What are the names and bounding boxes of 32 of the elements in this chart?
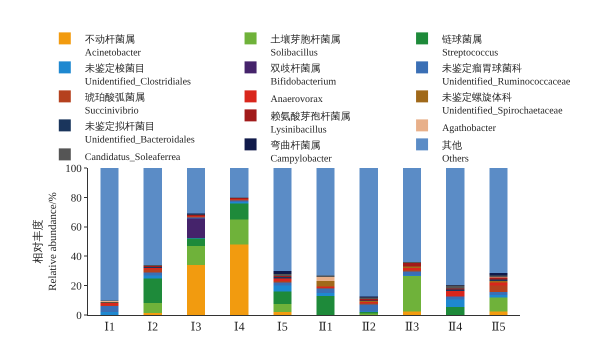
x-tick-label: Ⅱ1	[318, 319, 333, 334]
legend-label: Anaerovorax	[270, 94, 323, 105]
legend-label: 链球菌属 Streptococcus	[441, 33, 498, 58]
legend-label: 土壤芽胞杆菌属 Solibacillus	[270, 33, 341, 58]
x-tick-label: Ⅰ3	[190, 319, 202, 334]
x-tick-label: Ⅱ4	[448, 319, 462, 334]
x-tick-label: Ⅰ1	[104, 319, 115, 334]
x-tick-label: Ⅱ3	[404, 319, 420, 334]
y-axis-title: 相对丰度 Relative abundance/%	[32, 192, 59, 291]
legend-label: 弯曲杆菌属 Campylobacter	[270, 139, 332, 164]
legend-label: 不动杆菌属 Acinetobacter	[84, 33, 142, 58]
y-tick-label: 20	[70, 280, 82, 292]
legend-label: 未鉴定瘤胃球菌科 Unidentified_Ruminococcaceae	[442, 62, 571, 88]
legend-label: 双歧杆菌属 Bifidobacterium	[270, 62, 336, 88]
legend-label: Agathobacter	[442, 122, 497, 134]
y-tick-label: 80	[70, 192, 82, 204]
x-tick-label: Ⅱ2	[362, 319, 376, 334]
y-tick-label: 40	[70, 251, 82, 264]
y-tick-label: 100	[65, 162, 82, 175]
legend-label: 未鉴定拟杆菌目 Unidentified_Bacteroidales	[84, 120, 195, 146]
legend-label: 赖氨酸芽孢杆菌属 Lysinibacillus	[270, 110, 351, 136]
legend-label: 琥珀酸弧菌属 Succinivibrio	[84, 91, 145, 116]
x-tick-label: Ⅰ2	[147, 319, 158, 334]
legend-label: 其他 Others	[442, 139, 469, 164]
legend-label: 未鉴定梭菌目 Unidentified_Clostridiales	[84, 62, 191, 88]
x-tick-label: Ⅰ4	[234, 319, 245, 334]
y-tick-label: 60	[70, 222, 82, 234]
legend-label: Candidatus_Soleaferrea	[84, 152, 181, 163]
y-tick-label: 0	[76, 310, 82, 322]
legend-label: 未鉴定螺旋体科 Unidentified_Spirochaetaceae	[442, 91, 564, 116]
x-tick-label: Ⅰ5	[277, 319, 288, 334]
x-tick-label: Ⅱ5	[491, 319, 506, 334]
